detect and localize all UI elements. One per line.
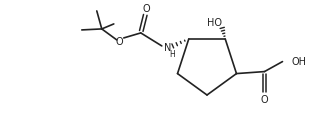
Text: H: H bbox=[169, 50, 175, 59]
Text: O: O bbox=[261, 94, 268, 104]
Text: HO: HO bbox=[207, 18, 222, 28]
Text: OH: OH bbox=[291, 56, 307, 66]
Text: O: O bbox=[143, 4, 151, 14]
Text: N: N bbox=[164, 43, 172, 52]
Text: O: O bbox=[116, 37, 124, 46]
